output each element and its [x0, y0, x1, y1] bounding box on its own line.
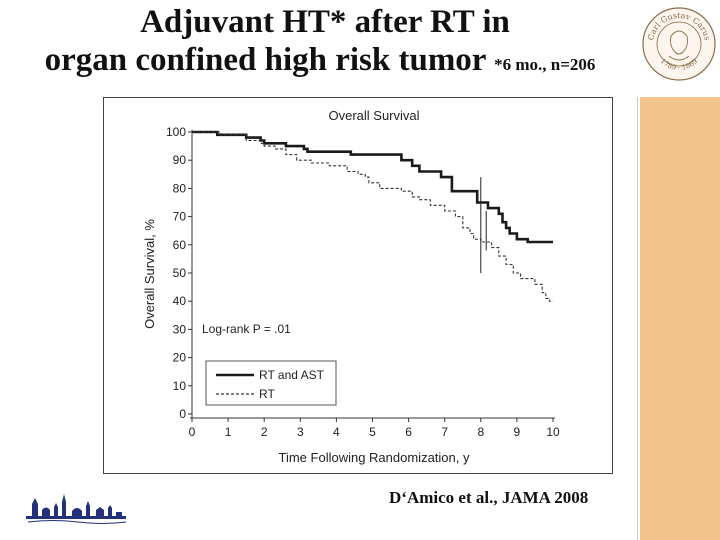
sidebar-divider	[637, 97, 638, 540]
survival-chart: Overall Survival Overall Survival, % Tim…	[142, 108, 560, 465]
y-tick-label: 10	[173, 379, 187, 393]
x-axis-label: Time Following Randomization, y	[279, 450, 470, 465]
x-tick-label: 6	[405, 425, 412, 439]
title-footnote: *6 mo., n=206	[494, 55, 596, 74]
x-tick-label: 8	[477, 425, 484, 439]
log-rank-annotation: Log-rank P = .01	[202, 322, 291, 336]
y-tick-label: 90	[173, 153, 187, 167]
x-tick-label: 10	[546, 425, 560, 439]
y-tick-label: 60	[173, 238, 187, 252]
x-tick-label: 3	[297, 425, 304, 439]
y-tick-label: 100	[166, 125, 186, 139]
chart-title: Overall Survival	[328, 108, 419, 123]
x-tick-label: 2	[261, 425, 268, 439]
legend-box	[205, 360, 337, 406]
y-tick-label: 70	[173, 210, 187, 224]
x-tick-label: 1	[225, 425, 232, 439]
citation: D‘Amico et al., JAMA 2008	[389, 488, 589, 507]
title-line-2: organ confined high risk tumor *6 mo., n…	[0, 42, 640, 83]
series-layer	[192, 130, 553, 302]
y-tick-label: 20	[173, 351, 187, 365]
y-axis-label: Overall Survival, %	[142, 219, 157, 329]
y-tick-label: 40	[173, 294, 187, 308]
legend-label-rt-ast: RT and AST	[259, 368, 325, 382]
chart-frame: Overall Survival Overall Survival, % Tim…	[103, 97, 613, 474]
chart-axes: 0 10 20 30 40 50 60 70 80 90 100 0 1 2 3 4 5 6 7 8 9 10	[166, 125, 560, 439]
x-tick-label: 4	[333, 425, 340, 439]
y-tick-label: 0	[179, 407, 186, 421]
series-line-rt-and-ast	[192, 130, 553, 244]
title-line-2-main: organ confined high risk tumor	[44, 42, 486, 78]
university-seal-logo: Carl Gustav Carus 1789 · 1869	[642, 7, 716, 81]
slide-title: Adjuvant HT* after RT in organ confined …	[0, 4, 640, 83]
y-tick-label: 50	[173, 266, 187, 280]
x-tick-label: 7	[441, 425, 448, 439]
chart-legend: RT and AST RT	[205, 360, 337, 406]
dresden-skyline-logo	[26, 494, 127, 524]
y-tick-label: 80	[173, 181, 187, 195]
x-tick-label: 5	[369, 425, 376, 439]
y-tick-label: 30	[173, 322, 187, 336]
legend-label-rt: RT	[259, 387, 275, 401]
accent-sidebar	[640, 97, 720, 540]
title-line-1: Adjuvant HT* after RT in	[140, 4, 510, 40]
series-line-rt	[192, 131, 553, 302]
x-tick-label: 0	[189, 425, 196, 439]
x-tick-label: 9	[514, 425, 521, 439]
